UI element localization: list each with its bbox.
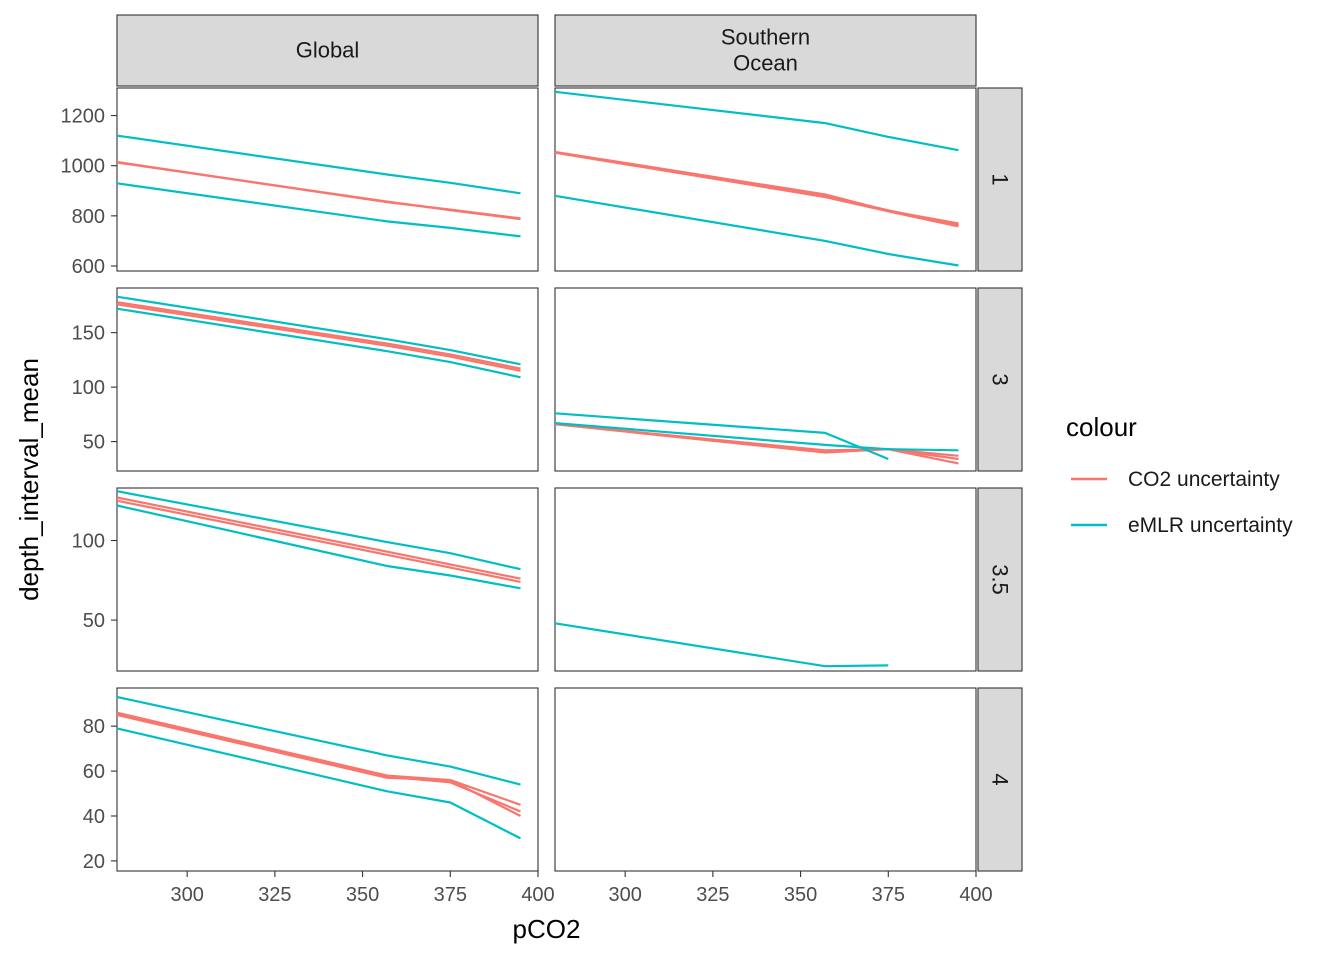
series-line-co2-uncertainty — [116, 301, 521, 370]
row-strip-4: 4 — [977, 687, 1023, 872]
x-tick-label: 325 — [696, 884, 729, 906]
row-strip-bg — [977, 487, 1023, 672]
x-tick-label: 300 — [608, 884, 641, 906]
panel-border — [116, 287, 539, 472]
facet-strip-global: Global — [116, 14, 539, 87]
x-axis-title: pCO2 — [513, 914, 581, 944]
y-tick-label: 50 — [83, 432, 105, 454]
legend: colour CO2 uncertainty eMLR uncertainty — [1066, 412, 1293, 537]
facet-strip-bg — [116, 14, 539, 87]
row-strip-bg — [977, 87, 1023, 272]
legend-title: colour — [1066, 412, 1137, 442]
facet-strip-label: Global — [296, 38, 360, 63]
panel-southern-ocean-1 — [554, 87, 977, 272]
y-tick-label: 1000 — [61, 156, 106, 178]
row-strip-bg — [977, 287, 1023, 472]
y-axis-title: depth_interval_mean — [14, 358, 44, 601]
series-line-co2-uncertainty — [116, 499, 521, 583]
x-tick-label: 400 — [521, 884, 554, 906]
x-tick-label: 375 — [872, 884, 905, 906]
row-strip-1: 1 — [977, 87, 1023, 272]
panel-border — [554, 487, 977, 672]
series-line-co2-uncertainty — [116, 496, 521, 580]
row-strip-3-5: 3.5 — [977, 487, 1023, 672]
row-strip-label: 4 — [988, 773, 1013, 785]
row-strip-bg — [977, 687, 1023, 872]
series-line-co2-uncertainty — [116, 713, 522, 817]
y-tick-label: 150 — [72, 323, 105, 345]
x-tick-label: 325 — [258, 884, 291, 906]
row-strip-label: 3.5 — [988, 564, 1013, 595]
series-line-emlr-uncertainty — [116, 727, 522, 840]
series-line-co2-uncertainty — [554, 423, 959, 457]
series-line-emlr-uncertainty — [116, 182, 521, 238]
series-line-co2-uncertainty — [116, 161, 521, 221]
y-tick-label: 50 — [83, 610, 105, 632]
y-tick-label: 80 — [83, 716, 105, 738]
facet-strip-label: Ocean — [733, 51, 798, 76]
series-line-emlr-uncertainty — [116, 307, 521, 379]
series-line-emlr-uncertainty — [116, 295, 521, 366]
panel-border — [116, 87, 539, 272]
panel-global-3-5 — [116, 487, 539, 672]
x-tick-label: 375 — [434, 884, 467, 906]
series-line-emlr-uncertainty — [554, 90, 959, 152]
series-line-emlr-uncertainty — [116, 490, 521, 571]
series-line-co2-uncertainty — [554, 151, 959, 226]
panel-global-3 — [116, 287, 539, 472]
y-tick-label: 800 — [72, 206, 105, 228]
row-strip-label: 3 — [988, 373, 1013, 385]
y-tick-label: 60 — [83, 761, 105, 783]
series-line-emlr-uncertainty — [554, 422, 959, 452]
panel-southern-ocean-4 — [554, 687, 977, 872]
series-line-emlr-uncertainty — [554, 194, 959, 267]
panel-border — [554, 87, 977, 272]
series-line-emlr-uncertainty — [116, 504, 521, 590]
facet-strip-label: Southern — [721, 25, 810, 50]
y-tick-label: 40 — [83, 806, 105, 828]
series-line-emlr-uncertainty — [116, 695, 521, 786]
y-tick-label: 100 — [72, 377, 105, 399]
series-line-co2-uncertainty — [116, 303, 521, 372]
x-tick-label: 350 — [346, 884, 379, 906]
x-tick-label: 400 — [959, 884, 992, 906]
series-line-emlr-uncertainty — [116, 134, 521, 195]
row-strip-label: 1 — [988, 173, 1013, 185]
panel-border — [554, 687, 977, 872]
y-tick-label: 20 — [83, 851, 105, 873]
panel-global-1 — [116, 87, 539, 272]
series-line-emlr-uncertainty — [554, 412, 889, 461]
panel-southern-ocean-3 — [554, 287, 977, 472]
x-tick-label: 300 — [170, 884, 203, 906]
series-line-emlr-uncertainty — [554, 622, 889, 668]
y-tick-label: 1200 — [61, 106, 106, 128]
panel-southern-ocean-3-5 — [554, 487, 977, 672]
y-tick-label: 100 — [72, 531, 105, 553]
legend-label-co2-uncertainty: CO2 uncertainty — [1128, 468, 1280, 491]
facet-strip-bg — [554, 14, 977, 87]
panel-border — [116, 687, 539, 872]
panel-global-4 — [116, 687, 539, 872]
x-tick-label: 350 — [784, 884, 817, 906]
legend-label-emlr-uncertainty: eMLR uncertainty — [1128, 514, 1293, 537]
y-tick-label: 600 — [72, 256, 105, 278]
row-strip-3: 3 — [977, 287, 1023, 472]
